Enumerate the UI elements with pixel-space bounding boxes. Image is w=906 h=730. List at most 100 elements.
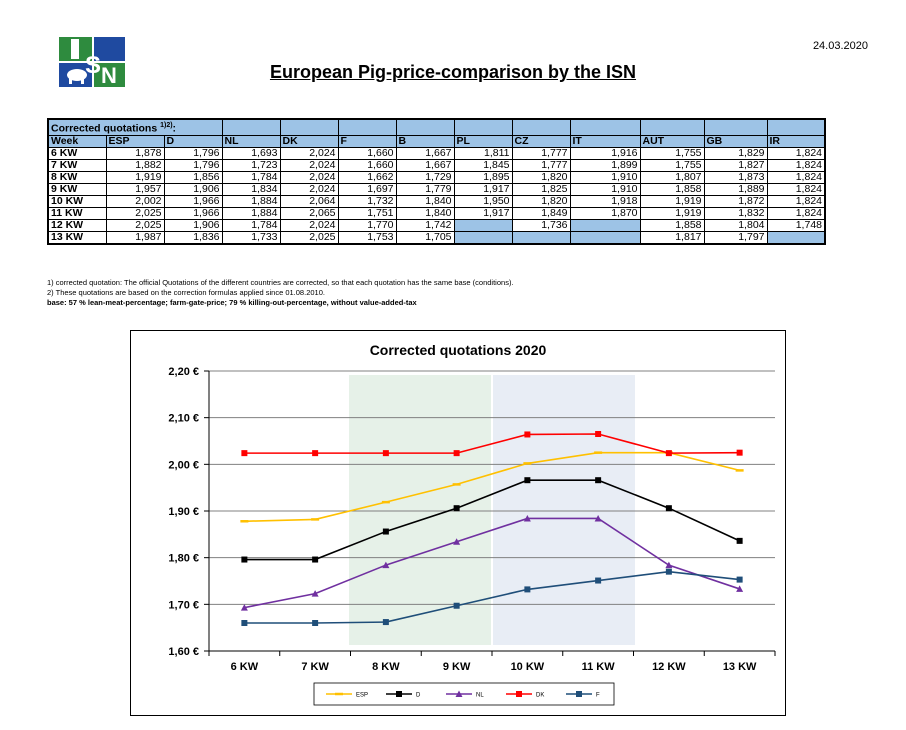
legend-label-DK: DK <box>536 693 544 699</box>
data-point-F <box>576 691 582 697</box>
price-cell <box>569 218 641 232</box>
data-point-D <box>665 505 672 512</box>
data-point-NL <box>736 585 744 592</box>
price-cell: 1,662 <box>337 170 397 184</box>
price-cell: 1,916 <box>569 146 641 160</box>
price-cell <box>453 230 513 244</box>
chart-title: Corrected quotations 2020 <box>370 342 547 358</box>
price-cell: 1,667 <box>395 158 455 172</box>
x-tick-label: 6 KW <box>231 661 259 673</box>
table-row: 7 KW 1,882 1,796 1,723 2,024 1,660 1,667 1,845 1… <box>47 158 826 172</box>
footnotes: 1) corrected quotation: The official Quo… <box>47 278 514 308</box>
data-point-F <box>524 586 531 593</box>
quotations-table: Corrected quotations 1)2): Week ESP D NL DK F B… <box>47 118 826 245</box>
caption-filler-cell <box>766 118 826 136</box>
price-cell: 1,824 <box>766 182 826 196</box>
price-cell: 1,807 <box>639 170 705 184</box>
price-cell: 1,705 <box>395 230 455 244</box>
caption-filler-cell <box>569 118 641 136</box>
price-cell: 2,025 <box>105 206 165 220</box>
price-cell: 1,779 <box>395 182 455 196</box>
table-row: 11 KW 2,025 1,966 1,884 2,065 1,751 1,840 1,917… <box>47 206 826 220</box>
data-point-DK <box>241 450 248 457</box>
data-point-F <box>241 620 248 626</box>
price-cell: 1,777 <box>511 158 571 172</box>
price-cell: 1,824 <box>766 146 826 160</box>
data-point-NL <box>523 514 531 522</box>
y-tick-label: 1,80 € <box>168 553 199 565</box>
footnote-2: 2) These quotations are based on the cor… <box>47 288 325 297</box>
report-date: 24.03.2020 <box>812 40 868 52</box>
data-point-D <box>595 477 602 484</box>
base-note: base: 57 % lean-meat-percentage; farm-ga… <box>47 298 417 307</box>
price-cell: 1,834 <box>221 182 281 196</box>
price-cell <box>453 218 513 232</box>
x-tick-label: 8 KW <box>372 661 400 673</box>
data-point-F <box>453 602 460 609</box>
price-cell: 1,906 <box>163 182 223 196</box>
column-header: F <box>337 134 397 148</box>
data-point-NL <box>665 561 673 569</box>
price-cell: 2,002 <box>105 194 165 208</box>
data-point-D <box>396 691 402 697</box>
price-cell: 1,910 <box>569 182 641 196</box>
price-cell: 1,910 <box>569 170 641 184</box>
price-cell: 1,884 <box>221 206 281 220</box>
data-point-NL <box>311 590 319 597</box>
week-cell: 11 KW <box>47 206 107 220</box>
table-row: 9 KW 1,957 1,906 1,834 2,024 1,697 1,779 1,917 1… <box>47 182 826 196</box>
data-point-NL <box>240 604 248 611</box>
column-header: Week <box>47 134 107 148</box>
series-line-ESP <box>244 451 740 523</box>
price-cell: 1,950 <box>453 194 513 208</box>
table-caption-suffix: : <box>172 122 177 135</box>
price-cell: 1,858 <box>639 218 705 232</box>
price-cell: 1,693 <box>221 146 281 160</box>
price-cell: 1,858 <box>639 182 705 196</box>
price-cell: 1,824 <box>766 206 826 220</box>
x-tick-label: 11 KW <box>582 661 616 673</box>
column-header: AUT <box>639 134 705 148</box>
table-row: 13 KW 1,987 1,836 1,733 2,025 1,753 1,705 1,817… <box>47 230 826 244</box>
price-cell: 1,824 <box>766 194 826 208</box>
chart-container: Corrected quotations 2020 2,20 € 2,10 € 2,0… <box>130 330 786 716</box>
caption-filler-cell <box>703 118 768 136</box>
caption-filler-cell <box>221 118 281 136</box>
price-cell: 1,753 <box>337 230 397 244</box>
price-cell: 1,751 <box>337 206 397 220</box>
price-cell: 1,919 <box>105 170 165 184</box>
table-caption-text: Corrected quotations <box>51 122 161 135</box>
price-cell: 1,755 <box>639 146 705 160</box>
caption-filler-cell <box>639 118 705 136</box>
data-point-F <box>595 577 602 584</box>
price-cell: 1,732 <box>337 194 397 208</box>
price-cell: 1,660 <box>337 158 397 172</box>
line-chart: Corrected quotations 2020 2,20 € 2,10 € 2,0… <box>168 342 776 706</box>
price-cell: 1,906 <box>163 218 223 232</box>
price-cell <box>511 230 571 244</box>
column-header: IR <box>766 134 826 148</box>
week-cell: 8 KW <box>47 170 107 184</box>
price-cell: 1,966 <box>163 206 223 220</box>
data-point-F <box>736 576 743 583</box>
price-cell: 2,025 <box>105 218 165 232</box>
week-cell: 13 KW <box>47 230 107 244</box>
price-cell: 1,824 <box>766 158 826 172</box>
data-point-DK <box>736 449 743 456</box>
series-line-D <box>244 479 740 561</box>
price-cell: 1,873 <box>703 170 768 184</box>
price-cell: 1,987 <box>105 230 165 244</box>
caption-filler-cell <box>453 118 513 136</box>
price-cell: 1,917 <box>453 206 513 220</box>
column-header: ESP <box>105 134 165 148</box>
data-point-F <box>382 619 389 626</box>
price-cell: 1,733 <box>221 230 281 244</box>
data-point-NL <box>453 538 461 545</box>
price-cell: 1,660 <box>337 146 397 160</box>
price-cell: 1,884 <box>221 194 281 208</box>
table-row: 6 KW 1,878 1,796 1,693 2,024 1,660 1,667 1,811 1… <box>47 146 826 160</box>
x-tick-label: 9 KW <box>443 661 471 673</box>
svg-text:N: N <box>101 63 117 87</box>
column-header: B <box>395 134 455 148</box>
price-cell: 2,024 <box>279 158 339 172</box>
